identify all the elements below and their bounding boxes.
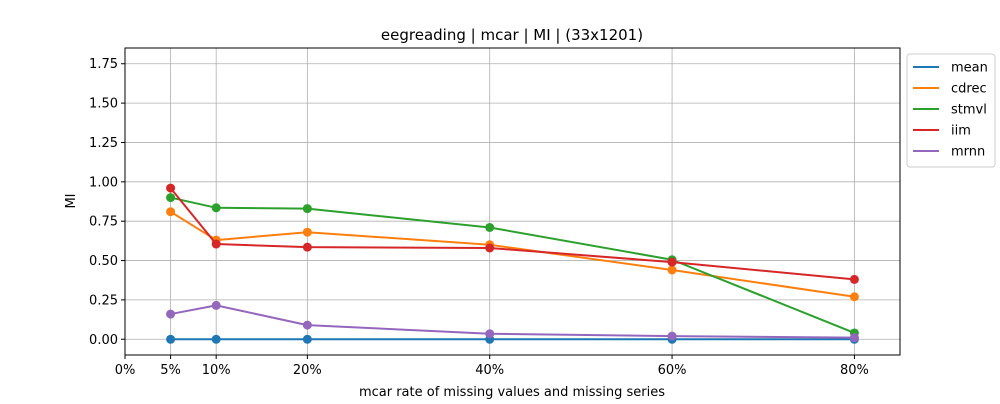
series-lines [166,183,859,344]
x-tick-label: 5% [160,363,181,378]
y-tick-label: 0.25 [89,293,118,308]
plot-frame [124,47,901,356]
data-point-stmvl [485,222,495,232]
x-tick-label: 60% [658,363,687,378]
series-line-iim [169,187,855,281]
grid [124,48,900,355]
y-axis-label: MI [64,193,79,208]
series-iim [166,183,859,284]
data-point-iim [211,239,221,249]
data-point-mrnn [485,329,495,339]
legend-box [906,53,996,168]
data-point-iim [485,243,495,253]
legend-label: iim [951,124,971,139]
y-tick-label: 1.25 [89,136,118,151]
x-tick-label: 80% [840,363,869,378]
data-point-mean [302,334,312,344]
legend-label: stmvl [951,103,987,118]
y-tick-label: 1.75 [89,57,118,72]
x-axis-label: mcar rate of missing values and missing … [359,385,665,400]
chart-title: eegreading | mcar | MI | (33x1201) [381,26,643,44]
x-tick-label: 0% [115,363,136,378]
data-point-mrnn [211,300,221,310]
legend-label: mean [951,61,988,76]
data-point-mean [211,334,221,344]
y-tick-label: 0.75 [89,215,118,230]
legend-label: mrnn [951,145,985,160]
x-tick-label: 40% [475,363,504,378]
x-tick-label: 10% [202,363,231,378]
data-point-mrnn [667,331,677,341]
legend-label: cdrec [951,82,987,97]
data-point-stmvl [166,193,176,203]
data-point-iim [166,183,176,193]
data-point-cdrec [166,207,176,217]
axis-ticks: 0% 5% 10% 20% 40% 60% 80% 0.00 0.25 0.50 0.75 1.00 1… [89,57,869,378]
x-tick-label: 20% [293,363,322,378]
legend-item-stmvl: stmvl [913,103,987,118]
data-point-stmvl [302,204,312,214]
y-tick-label: 0.50 [89,254,118,269]
data-point-mrnn [302,320,312,330]
legend: mean cdrec stmvl iim mrnn [906,53,996,168]
series-stmvl [166,193,859,338]
data-point-mean [166,334,176,344]
series-mrnn [166,300,859,343]
data-point-iim [302,242,312,252]
series-line-mrnn [170,304,855,339]
legend-item-mrnn: mrnn [913,145,985,160]
y-tick-label: 1.50 [89,97,118,112]
data-point-mrnn [166,309,176,319]
data-point-stmvl [211,203,221,213]
y-tick-label: 0.00 [89,333,118,348]
data-point-cdrec [667,265,677,275]
data-point-iim [667,257,677,267]
legend-item-iim: iim [913,124,971,139]
data-point-iim [849,274,859,284]
series-line-cdrec [170,210,855,298]
legend-item-mean: mean [913,61,988,76]
legend-item-cdrec: cdrec [913,82,987,97]
data-point-cdrec [302,227,312,237]
data-point-cdrec [849,292,859,302]
data-point-mrnn [849,333,859,343]
series-line-stmvl [170,196,855,334]
y-tick-label: 1.00 [89,175,118,190]
